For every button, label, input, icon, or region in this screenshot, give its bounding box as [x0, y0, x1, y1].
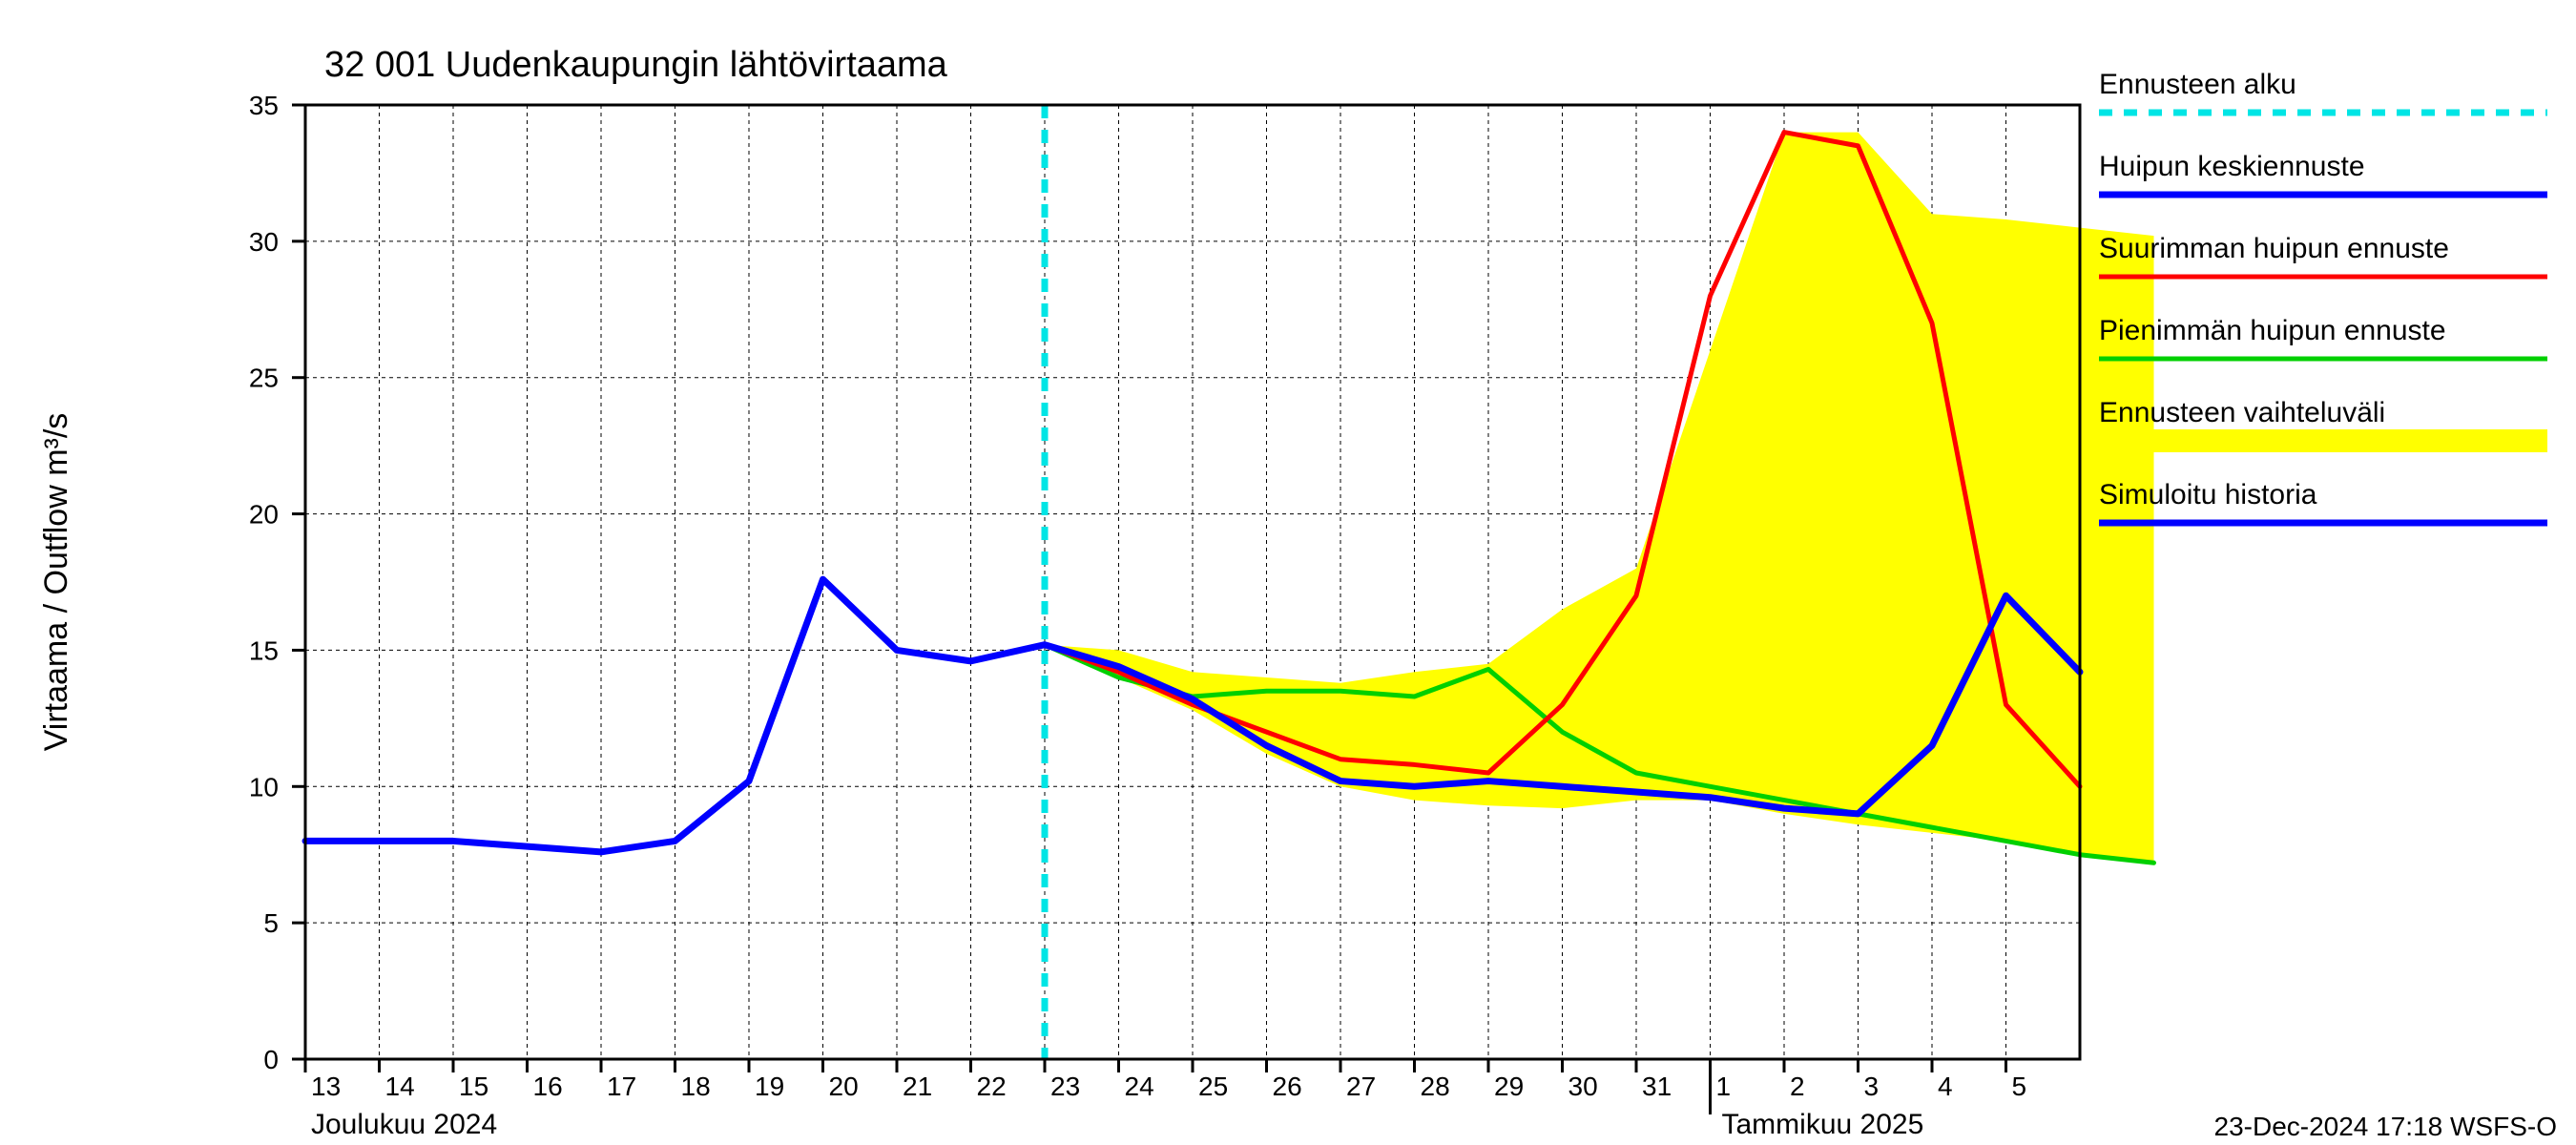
x-tick-label: 21: [903, 1072, 932, 1101]
x-tick-label: 30: [1568, 1072, 1598, 1101]
month-label-right-bottom: January: [1722, 1141, 1824, 1145]
y-axis-label: Virtaama / Outflow m³/s: [38, 413, 74, 752]
legend-label: Simuloitu historia: [2099, 479, 2317, 510]
x-tick-label: 2: [1790, 1072, 1805, 1101]
legend-label: Huipun keskiennuste: [2099, 151, 2365, 182]
x-tick-label: 15: [459, 1072, 488, 1101]
y-tick-label: 0: [263, 1045, 279, 1074]
legend-label: Ennusteen vaihteluväli: [2099, 397, 2385, 428]
x-tick-label: 5: [2012, 1072, 2027, 1101]
x-tick-label: 1: [1716, 1072, 1732, 1101]
x-tick-label: 20: [829, 1072, 859, 1101]
month-label-left-top: Joulukuu 2024: [311, 1109, 497, 1140]
legend-label: Suurimman huipun ennuste: [2099, 233, 2449, 264]
y-tick-label: 10: [249, 772, 279, 802]
x-tick-label: 25: [1198, 1072, 1228, 1101]
x-tick-label: 14: [385, 1072, 415, 1101]
x-tick-label: 18: [681, 1072, 711, 1101]
x-tick-label: 4: [1938, 1072, 1953, 1101]
x-tick-label: 26: [1273, 1072, 1302, 1101]
x-tick-label: 28: [1421, 1072, 1450, 1101]
x-tick-label: 29: [1494, 1072, 1524, 1101]
y-tick-label: 30: [249, 227, 279, 257]
month-label-right-top: Tammikuu 2025: [1722, 1109, 1924, 1140]
y-tick-label: 20: [249, 500, 279, 530]
x-tick-label: 31: [1642, 1072, 1672, 1101]
outflow-forecast-chart: 0510152025303513141516171819202122232425…: [0, 0, 2576, 1145]
y-tick-label: 15: [249, 635, 279, 665]
month-label-left-bottom: December: [311, 1141, 443, 1145]
y-tick-label: 5: [263, 908, 279, 938]
x-tick-label: 16: [533, 1072, 563, 1101]
x-tick-label: 13: [311, 1072, 341, 1101]
chart-footer: 23-Dec-2024 17:18 WSFS-O: [2214, 1112, 2558, 1141]
legend-swatch: [2099, 429, 2547, 452]
x-tick-label: 23: [1050, 1072, 1080, 1101]
chart-title: 32 001 Uudenkaupungin lähtövirtaama: [324, 45, 948, 85]
y-tick-label: 25: [249, 364, 279, 393]
legend-label: Ennusteen alku: [2099, 69, 2296, 100]
x-tick-label: 19: [755, 1072, 784, 1101]
x-tick-label: 17: [607, 1072, 636, 1101]
x-tick-label: 24: [1125, 1072, 1154, 1101]
x-tick-label: 3: [1864, 1072, 1880, 1101]
x-tick-label: 27: [1346, 1072, 1376, 1101]
legend-label: Pienimmän huipun ennuste: [2099, 315, 2446, 346]
y-tick-label: 35: [249, 91, 279, 120]
x-tick-label: 22: [977, 1072, 1007, 1101]
